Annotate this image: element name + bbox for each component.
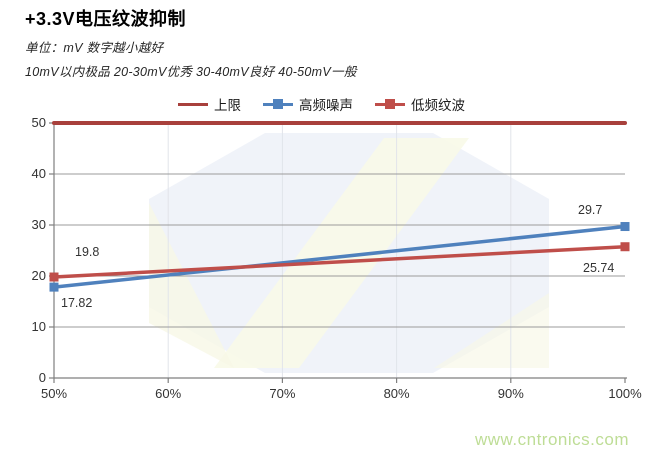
legend-item-low-freq-ripple: 低频纹波 [375,94,465,114]
x-axis-tick-label: 100% [608,386,642,401]
x-axis-tick-label: 50% [40,386,68,401]
site-watermark: www.cntronics.com [475,430,629,449]
data-label-high-freq-start: 17.82 [61,296,93,311]
legend-label: 高频噪声 [299,98,353,113]
x-axis-tick-label: 60% [155,386,182,401]
legend-label: 上限 [214,98,241,113]
y-axis-tick-label: 10 [31,319,46,334]
x-axis-tick-label: 70% [269,386,296,401]
y-axis-tick-label: 30 [31,217,46,232]
legend-label: 低频纹波 [411,98,465,113]
legend-item-high-freq-noise: 高频噪声 [263,94,353,114]
y-axis-tick-label: 50 [31,115,46,130]
x-axis-tick-label: 90% [497,386,524,401]
data-label-low-freq-start: 19.8 [75,245,100,260]
background-logo-watermark [149,133,549,373]
page-title: +3.3V电压纹波抑制 [25,9,187,29]
y-axis-tick-label: 0 [38,370,46,385]
low-freq-series-icon [375,99,405,109]
data-label-low-freq-end: 25.74 [583,260,615,275]
legend-item-upper-limit: 上限 [178,94,241,114]
y-axis-tick-label: 20 [31,268,46,283]
high-freq-series-icon [263,99,293,109]
data-label-high-freq-end: 29.7 [578,202,603,217]
chart-legend: 上限 高频噪声 低频纹波 [178,94,465,114]
upper-limit-line-icon [178,99,208,109]
x-axis-tick-label: 80% [383,386,410,401]
y-axis-tick-label: 40 [31,166,46,181]
subtitle-unit: 单位：mV 数字越小越好 [25,41,164,55]
plot-area [49,121,630,383]
subtitle-grades: 10mV以内极品 20-30mV优秀 30-40mV良好 40-50mV一般 [25,65,357,79]
